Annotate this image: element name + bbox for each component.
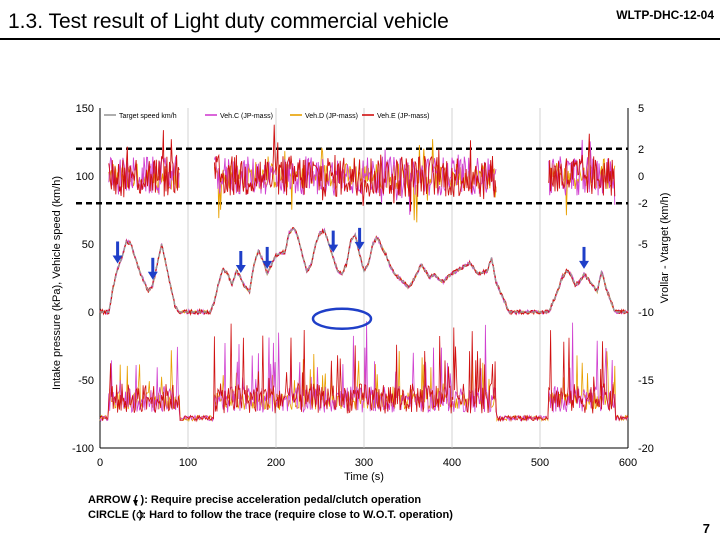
legend-label: Veh.D (JP-mass) xyxy=(305,113,358,120)
annotation-arrow-head xyxy=(112,255,123,264)
y-tick-label-left: 100 xyxy=(76,171,94,183)
x-tick-label: 200 xyxy=(267,457,285,469)
y-tick-label-right: 2 xyxy=(638,144,644,156)
y-tick-label-right: -15 xyxy=(638,375,654,387)
y-axis-label-right: Vrollar - Vtarget (km/h) xyxy=(659,193,671,304)
page-title: 1.3. Test result of Light duty commercia… xyxy=(8,10,449,33)
x-axis-label: Time (s) xyxy=(344,471,384,483)
annotation-arrow-head xyxy=(579,260,589,269)
page-number: 7 xyxy=(702,521,710,536)
header-divider xyxy=(0,38,720,40)
y-tick-label-right: -20 xyxy=(638,443,654,455)
intake-pressure-line xyxy=(99,323,629,423)
x-tick-label: 600 xyxy=(619,457,637,469)
speed-deviation-line xyxy=(108,124,616,212)
legend-label: Target speed km/h xyxy=(119,113,177,120)
legend-label: Veh.E (JP-mass) xyxy=(377,113,430,120)
y-tick-label-right: -5 xyxy=(638,239,648,251)
y-axis-label-left: Intake pressure (kPa), Vehicle speed (km… xyxy=(51,176,63,390)
annotation-circle xyxy=(311,307,373,331)
y-tick-label-right: 5 xyxy=(638,103,644,115)
y-tick-label-left: 0 xyxy=(88,307,94,319)
y-tick-label-left: -50 xyxy=(78,375,94,387)
x-tick-label: 400 xyxy=(443,457,461,469)
y-tick-label-left: -100 xyxy=(72,443,94,455)
target-speed-line xyxy=(100,226,628,313)
legend-label: Veh.C (JP-mass) xyxy=(220,113,273,120)
y-tick-label-right: -10 xyxy=(638,307,654,319)
annotation-arrow-head xyxy=(328,244,339,253)
intake-pressure-line xyxy=(99,321,629,423)
note-arrow: ARROW ( ): Require precise acceleration … xyxy=(88,494,422,506)
document-id: WLTP-DHC-12-04 xyxy=(616,8,714,22)
x-tick-label: 100 xyxy=(179,457,197,469)
annotation-arrow-head xyxy=(354,241,365,250)
note-circle: CIRCLE ( ): Hard to follow the trace (re… xyxy=(88,509,453,521)
note-circle-symbol xyxy=(136,511,144,519)
annotation-arrow-head xyxy=(235,265,246,273)
annotation-arrow-head xyxy=(147,271,158,280)
x-tick-label: 500 xyxy=(531,457,549,469)
y-tick-label-left: 50 xyxy=(82,239,94,251)
note-arrow-symbol xyxy=(133,500,138,506)
annotation-arrow-head xyxy=(262,260,273,269)
y-tick-label-right: -2 xyxy=(638,198,648,210)
y-tick-label-right: 0 xyxy=(638,171,644,183)
x-tick-label: 0 xyxy=(97,457,103,469)
y-tick-label-left: 150 xyxy=(76,103,94,115)
x-tick-label: 300 xyxy=(355,457,373,469)
